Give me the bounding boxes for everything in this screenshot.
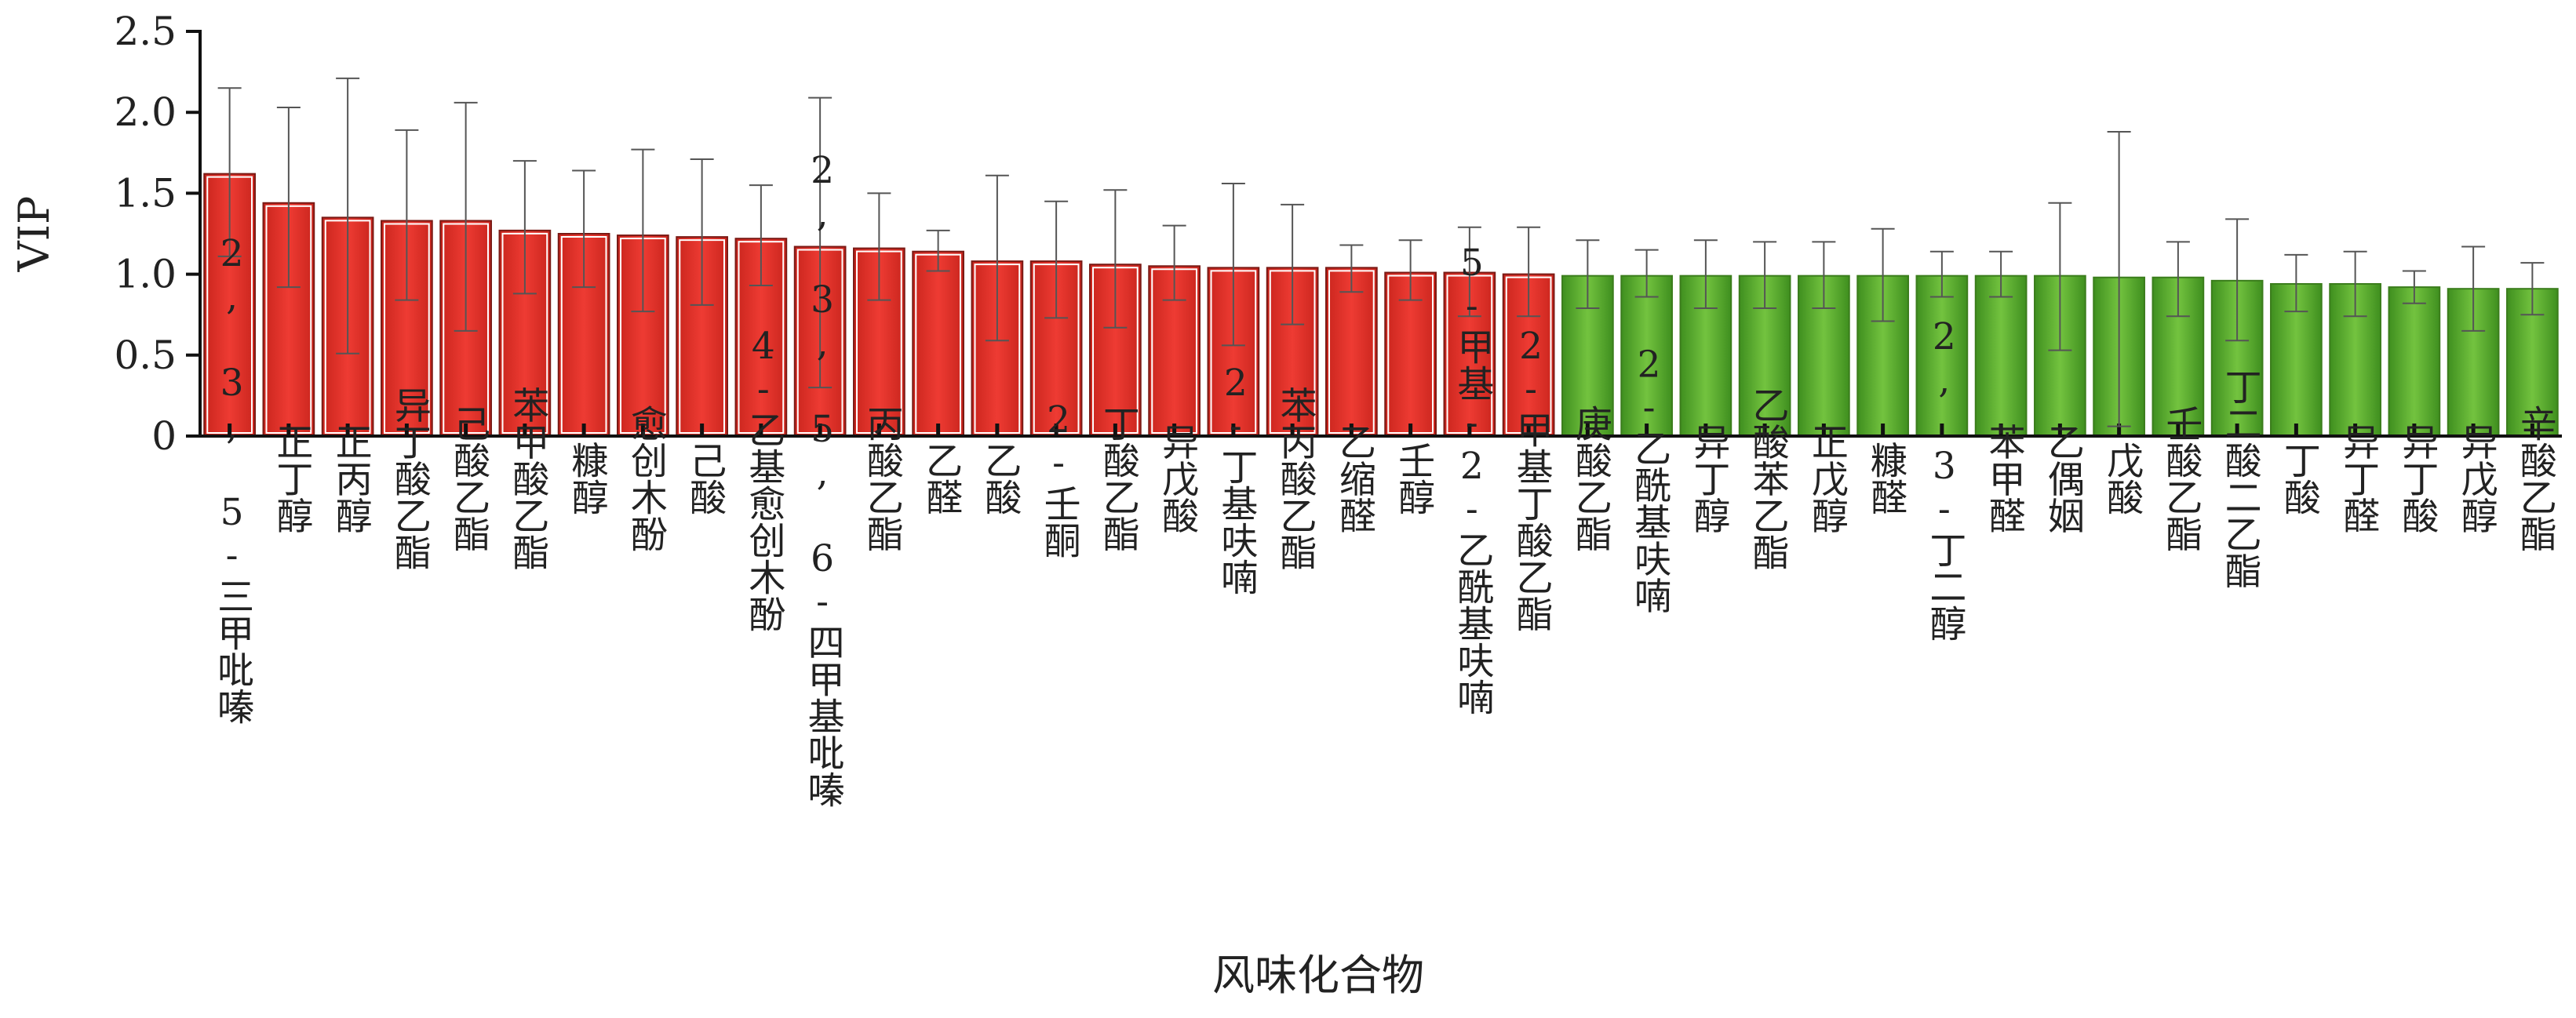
x-category-label: 己酸乙酯 <box>446 405 490 552</box>
bar <box>1620 274 1673 437</box>
x-category-label: 2-甲基丁酸乙酯 <box>1510 325 1553 632</box>
error-bars-layer <box>217 77 2545 427</box>
x-category-label: 乙酸 <box>978 442 1021 515</box>
y-tick-label: 0 <box>151 413 177 459</box>
x-category-label: 苯甲醛 <box>1982 424 2025 534</box>
x-axis-title: 风味化合物 <box>1212 951 1424 1000</box>
y-tick-label: 0.5 <box>114 333 177 378</box>
x-category-label: 乙偶姻 <box>2041 424 2084 534</box>
x-category-label: 壬酸乙酯 <box>2159 405 2202 552</box>
x-category-label: 苯甲酸乙酯 <box>505 387 548 571</box>
bar <box>912 250 964 438</box>
y-tick-label: 2.0 <box>114 89 177 135</box>
x-category-label: 异丁醛 <box>2336 424 2379 534</box>
x-category-label: 己酸 <box>683 442 726 515</box>
x-category-label: 2-丁基呋喃 <box>1214 362 1257 595</box>
axes <box>199 30 2562 438</box>
x-category-label: 2, 3, 5, 6-四甲基吡嗪 <box>801 149 844 808</box>
x-category-label: 苯丙酸乙酯 <box>1273 387 1317 571</box>
x-category-label: 丙酸乙酯 <box>860 405 903 552</box>
x-category-label: 壬醇 <box>1391 442 1434 515</box>
x-category-labels: 2, 3, 5-三甲吡嗪 正丁醇 正丙醇 异丁酸乙酯 己酸乙酯 苯甲酸乙酯 糠醇 愈创木酚 己酸… <box>210 149 2556 808</box>
x-category-label: 4-乙基愈创木酚 <box>741 325 785 632</box>
x-category-label: 庚酸乙酯 <box>1569 405 1612 552</box>
x-category-label: 丁二酸二乙酯 <box>2218 368 2261 589</box>
bar <box>1974 274 2028 437</box>
x-category-label: 2-乙酰基呋喃 <box>1627 344 1671 614</box>
y-ticks: 0 0.5 1.0 1.5 2.0 2.5 <box>114 9 200 459</box>
bar <box>1915 274 1969 437</box>
x-category-label: 丁酸 <box>2277 442 2320 515</box>
y-axis-title: VIP <box>9 196 59 273</box>
x-category-label: 异戊醇 <box>2454 424 2498 534</box>
x-category-label: 愈创木酚 <box>624 405 667 552</box>
x-category-label: 2, 3-丁二醇 <box>1922 315 1966 642</box>
x-category-label: 乙醛 <box>919 442 962 515</box>
x-category-label: 正丁醇 <box>269 424 312 534</box>
x-category-label: 正丙醇 <box>329 424 372 534</box>
x-category-label: 丁酸乙酯 <box>1096 405 1139 552</box>
x-category-label: 乙缩醛 <box>1332 424 1375 534</box>
x-category-label: 异丁醇 <box>1686 424 1729 534</box>
x-category-label: 糠醛 <box>1864 442 1907 515</box>
y-tick-label: 2.5 <box>114 9 177 54</box>
x-category-label: 2, 3, 5-三甲吡嗪 <box>210 232 253 725</box>
bar <box>1325 267 1378 437</box>
x-category-label: 正戊醇 <box>1805 424 1848 534</box>
bar <box>2388 286 2441 437</box>
bar <box>2210 279 2264 437</box>
x-category-label: 2-壬酮 <box>1037 398 1080 558</box>
x-category-label: 辛酸乙酯 <box>2513 405 2556 552</box>
x-category-label: 异戊酸 <box>1155 424 1198 534</box>
x-category-label: 异丁酸 <box>2395 424 2438 534</box>
x-category-label: 异丁酸乙酯 <box>388 387 431 571</box>
x-category-label: 乙酸苯乙酯 <box>1746 387 1789 571</box>
x-category-label: 糠醇 <box>565 442 609 515</box>
y-tick-label: 1.0 <box>114 252 177 297</box>
x-category-label: 戊酸 <box>2100 442 2143 515</box>
x-category-label: 5-甲基-2-乙酰基呋喃 <box>1450 242 1493 715</box>
y-tick-label: 1.5 <box>114 170 177 216</box>
bars-layer <box>203 173 2559 438</box>
